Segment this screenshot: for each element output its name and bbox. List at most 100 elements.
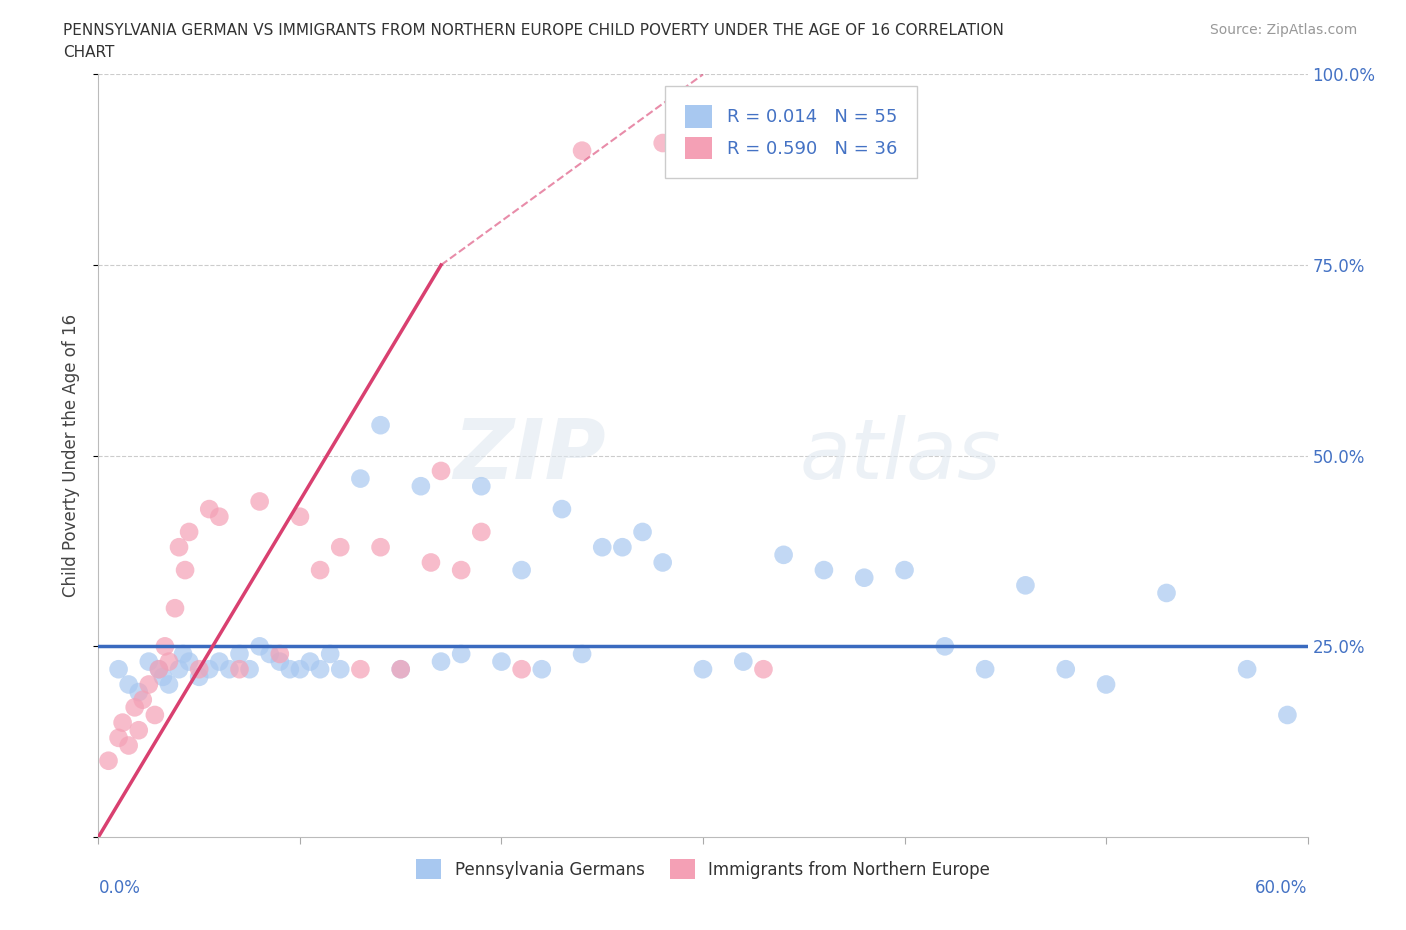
Point: [132, 692, 155, 707]
Point: [349, 472, 371, 486]
Text: ZIP: ZIP: [454, 415, 606, 497]
Point: [138, 654, 160, 669]
Point: [163, 601, 186, 616]
Point: [239, 662, 262, 677]
Point: [269, 654, 291, 669]
Point: [143, 708, 166, 723]
Point: [571, 646, 593, 661]
Point: [591, 539, 613, 554]
Point: [1054, 662, 1077, 677]
Point: [111, 715, 134, 730]
Point: [612, 539, 634, 554]
Point: [208, 654, 231, 669]
Point: [772, 548, 794, 563]
Point: [118, 677, 141, 692]
Point: [813, 563, 835, 578]
Text: CHART: CHART: [63, 45, 115, 60]
Point: [288, 662, 311, 677]
Point: [409, 479, 432, 494]
Point: [157, 677, 180, 692]
Point: [259, 646, 281, 661]
Legend: Pennsylvania Germans, Immigrants from Northern Europe: Pennsylvania Germans, Immigrants from No…: [409, 852, 997, 886]
Point: [148, 662, 170, 677]
Point: [167, 539, 190, 554]
Point: [370, 418, 392, 432]
Text: 0.0%: 0.0%: [98, 879, 141, 897]
Point: [450, 563, 472, 578]
Point: [153, 639, 176, 654]
Point: [1095, 677, 1118, 692]
Point: [208, 510, 231, 525]
Point: [107, 730, 129, 745]
Point: [752, 662, 775, 677]
Point: [309, 662, 332, 677]
Point: [853, 570, 876, 585]
Point: [530, 662, 553, 677]
Point: [733, 654, 755, 669]
Point: [893, 563, 915, 578]
Point: [299, 654, 322, 669]
Point: [198, 501, 221, 516]
Point: [491, 654, 513, 669]
Point: [470, 525, 492, 539]
Point: [1277, 708, 1299, 723]
Point: [128, 684, 150, 699]
Point: [228, 662, 250, 677]
Y-axis label: Child Poverty Under the Age of 16: Child Poverty Under the Age of 16: [62, 314, 80, 597]
Point: [651, 136, 673, 151]
Point: [167, 662, 190, 677]
Point: [152, 670, 174, 684]
Point: [651, 555, 673, 570]
Point: [107, 662, 129, 677]
Point: [692, 662, 714, 677]
Point: [188, 670, 211, 684]
Point: [329, 662, 352, 677]
Point: [430, 654, 453, 669]
Point: [118, 738, 141, 753]
Point: [288, 510, 311, 525]
Point: [1156, 586, 1178, 601]
Point: [430, 463, 453, 478]
Point: [329, 539, 352, 554]
Point: [370, 539, 392, 554]
Point: [249, 494, 271, 509]
Point: [124, 700, 146, 715]
Point: [269, 646, 291, 661]
Point: [128, 723, 150, 737]
Point: [309, 563, 332, 578]
Point: [349, 662, 371, 677]
Point: [188, 662, 211, 677]
Point: [198, 662, 221, 677]
Point: [450, 646, 472, 661]
Text: Source: ZipAtlas.com: Source: ZipAtlas.com: [1209, 23, 1357, 37]
Point: [148, 662, 170, 677]
Point: [389, 662, 412, 677]
Point: [1014, 578, 1036, 592]
Point: [420, 555, 443, 570]
Point: [551, 501, 574, 516]
Point: [571, 143, 593, 158]
Point: [179, 654, 201, 669]
Point: [934, 639, 956, 654]
Point: [631, 525, 654, 539]
Point: [974, 662, 997, 677]
Text: 60.0%: 60.0%: [1256, 879, 1308, 897]
Point: [278, 662, 301, 677]
Point: [389, 662, 412, 677]
Point: [172, 646, 194, 661]
Point: [470, 479, 492, 494]
Text: PENNSYLVANIA GERMAN VS IMMIGRANTS FROM NORTHERN EUROPE CHILD POVERTY UNDER THE A: PENNSYLVANIA GERMAN VS IMMIGRANTS FROM N…: [63, 23, 1004, 38]
Point: [1236, 662, 1258, 677]
Point: [249, 639, 271, 654]
Point: [510, 563, 533, 578]
Point: [510, 662, 533, 677]
Point: [174, 563, 197, 578]
Text: atlas: atlas: [800, 415, 1001, 497]
Point: [179, 525, 201, 539]
Point: [97, 753, 120, 768]
Point: [157, 654, 180, 669]
Point: [138, 677, 160, 692]
Point: [218, 662, 240, 677]
Point: [228, 646, 250, 661]
Point: [319, 646, 342, 661]
